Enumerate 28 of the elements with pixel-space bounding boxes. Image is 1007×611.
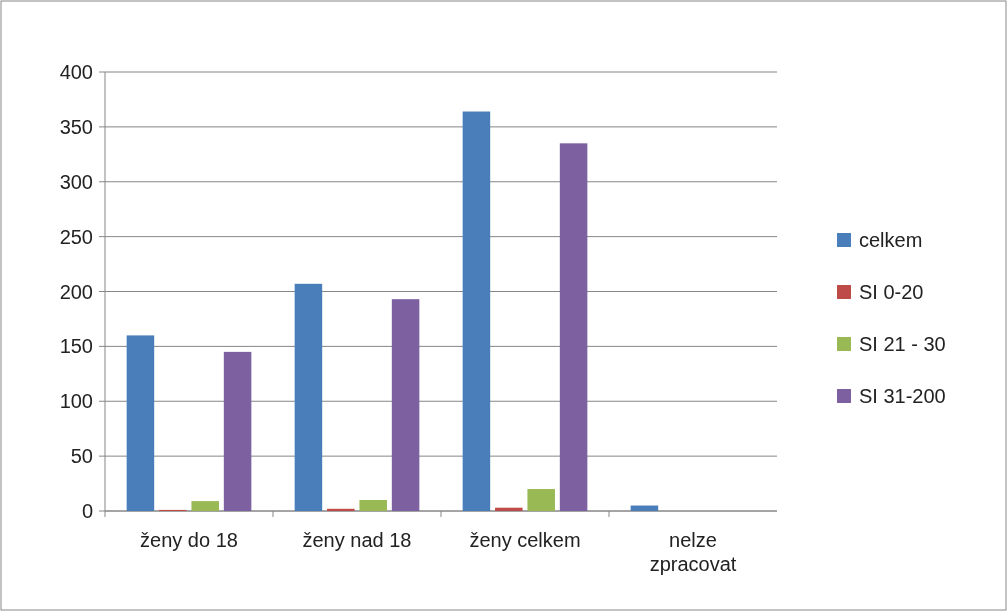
x-tick-label: nelze zpracovat: [649, 529, 737, 575]
bar: [359, 500, 387, 511]
x-tick-label: ženy do 18: [140, 529, 238, 551]
legend-label: SI 0-20: [859, 281, 924, 303]
bar: [495, 507, 523, 511]
bar: [191, 501, 219, 511]
y-tick-label: 50: [70, 445, 93, 468]
bar: [126, 335, 155, 511]
bar: [223, 351, 252, 511]
bar: [294, 283, 323, 511]
bar: [559, 143, 588, 511]
y-tick-label: 400: [59, 61, 93, 83]
bar: [462, 111, 491, 511]
y-tick-label: 100: [59, 390, 93, 413]
y-tick-label: 150: [59, 335, 93, 358]
y-tick-label: 300: [59, 170, 93, 193]
bar: [391, 299, 420, 511]
x-tick-label: ženy nad 18: [302, 529, 412, 551]
legend-label: SI 31-200: [859, 385, 946, 407]
legend-label: celkem: [859, 229, 923, 251]
x-tick-label: ženy celkem: [469, 529, 581, 551]
bar: [327, 508, 355, 511]
y-tick-label: 0: [81, 500, 93, 522]
bar: [527, 489, 555, 511]
y-tick-label: 200: [59, 280, 93, 303]
legend-label: SI 21 - 30: [859, 333, 946, 355]
y-tick-label: 350: [59, 115, 93, 138]
y-tick-label: 250: [59, 225, 93, 248]
